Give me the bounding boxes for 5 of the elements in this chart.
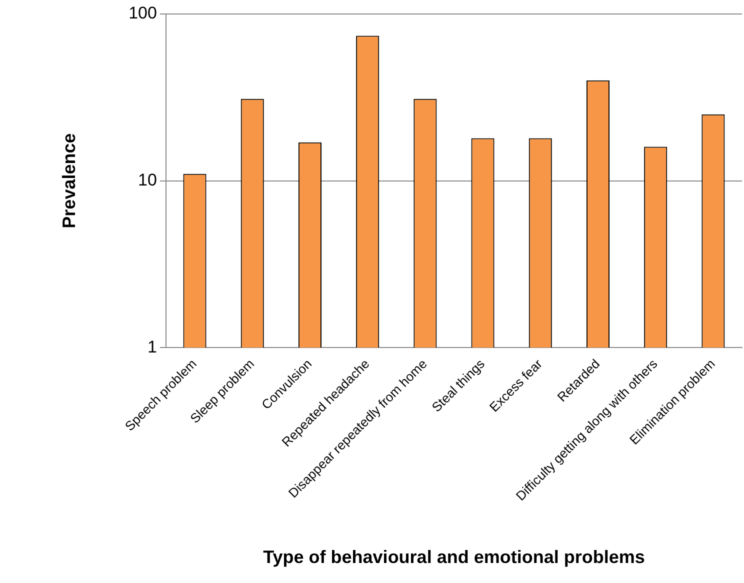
x-axis-title: Type of behavioural and emotional problems: [263, 547, 645, 568]
y-axis-title: Prevalence: [58, 133, 79, 228]
y-tick-label: 10: [138, 170, 157, 190]
y-tick-label: 1: [147, 337, 157, 356]
y-tick-label: 100: [128, 4, 157, 23]
